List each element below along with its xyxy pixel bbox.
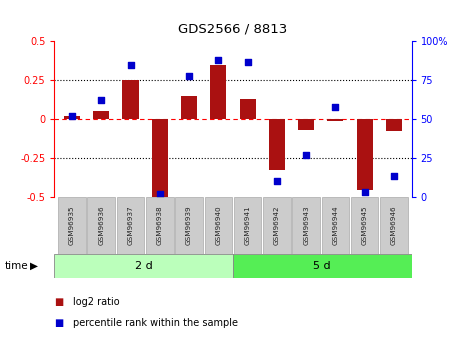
Point: [390, 174, 398, 179]
Text: GSM96939: GSM96939: [186, 205, 192, 245]
Bar: [292, 197, 320, 254]
Text: ■: ■: [54, 297, 64, 307]
Point: [156, 191, 164, 196]
Bar: [233, 254, 412, 278]
Bar: [386, 119, 402, 131]
Bar: [380, 197, 408, 254]
Bar: [58, 197, 86, 254]
Bar: [234, 197, 262, 254]
Bar: [269, 119, 285, 170]
Point: [244, 59, 251, 64]
Text: GSM96937: GSM96937: [128, 205, 133, 245]
Bar: [123, 80, 139, 119]
Bar: [117, 197, 144, 254]
Point: [215, 57, 222, 63]
Point: [97, 98, 105, 103]
Bar: [298, 119, 314, 130]
Text: percentile rank within the sample: percentile rank within the sample: [73, 318, 238, 327]
Point: [361, 189, 368, 195]
Text: GDS2566 / 8813: GDS2566 / 8813: [178, 22, 288, 36]
Bar: [322, 197, 349, 254]
Bar: [175, 197, 203, 254]
Text: 2 d: 2 d: [135, 261, 153, 271]
Bar: [263, 197, 290, 254]
Bar: [210, 65, 227, 119]
Bar: [152, 119, 168, 197]
Text: GSM96942: GSM96942: [274, 205, 280, 245]
Text: ▶: ▶: [30, 261, 38, 271]
Bar: [357, 119, 373, 190]
Point: [127, 62, 134, 68]
Point: [185, 73, 193, 78]
Text: GSM96940: GSM96940: [215, 205, 221, 245]
Text: GSM96936: GSM96936: [98, 205, 104, 245]
Text: GSM96943: GSM96943: [303, 205, 309, 245]
Text: GSM96945: GSM96945: [362, 205, 368, 245]
Bar: [327, 119, 343, 120]
Bar: [181, 96, 197, 119]
Text: ■: ■: [54, 318, 64, 327]
Bar: [88, 197, 115, 254]
Point: [332, 104, 339, 109]
Bar: [204, 197, 232, 254]
Bar: [93, 111, 109, 119]
Bar: [54, 254, 233, 278]
Text: GSM96938: GSM96938: [157, 205, 163, 245]
Point: [302, 152, 310, 157]
Text: GSM96946: GSM96946: [391, 205, 397, 245]
Point: [273, 178, 280, 184]
Bar: [64, 116, 80, 119]
Bar: [146, 197, 174, 254]
Text: GSM96935: GSM96935: [69, 205, 75, 245]
Text: GSM96941: GSM96941: [245, 205, 251, 245]
Point: [68, 113, 76, 119]
Text: log2 ratio: log2 ratio: [73, 297, 120, 307]
Text: time: time: [5, 261, 28, 271]
Text: GSM96944: GSM96944: [333, 205, 338, 245]
Text: 5 d: 5 d: [314, 261, 331, 271]
Bar: [351, 197, 378, 254]
Bar: [239, 99, 255, 119]
